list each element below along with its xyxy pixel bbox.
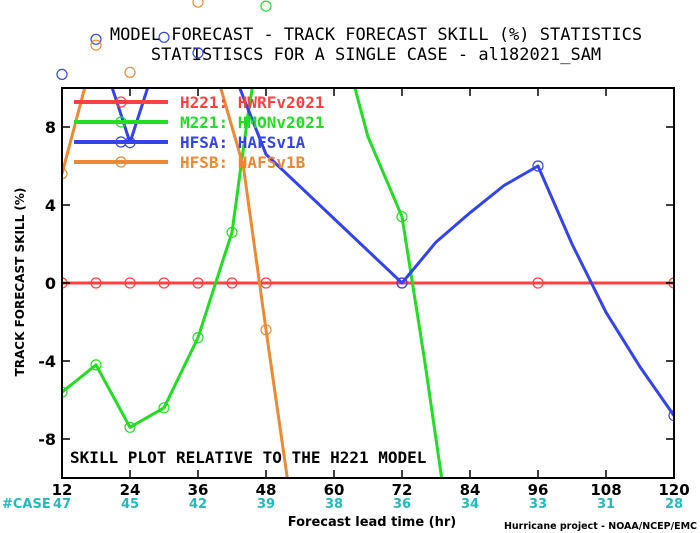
data-point-m221 — [260, 0, 272, 12]
data-point-hfsb — [62, 168, 68, 180]
data-point-h221 — [226, 277, 238, 289]
legend-marker — [115, 96, 127, 108]
x-tick-label: 24 — [120, 481, 141, 499]
x-tick-label: 84 — [460, 481, 481, 499]
case-count-value: 47 — [53, 497, 71, 512]
case-count-value: 39 — [257, 497, 275, 512]
credit-text: Hurricane project - NOAA/NCEP/EMC — [504, 521, 697, 532]
data-point-hfsb — [90, 39, 102, 51]
case-count-value: 34 — [461, 497, 479, 512]
data-point-hfsa — [56, 68, 68, 81]
data-point-hfsb — [260, 324, 272, 336]
data-point-m221 — [226, 226, 238, 238]
data-point-m221 — [158, 402, 170, 414]
series-line-hfsa — [110, 88, 674, 417]
skill-annotation: SKILL PLOT RELATIVE TO THE H221 MODEL — [70, 448, 426, 467]
plot-area — [62, 88, 674, 478]
y-tick-label: 0 — [45, 274, 56, 293]
data-point-hfsa — [158, 31, 170, 43]
y-tick-label: 4 — [45, 196, 56, 215]
case-count-value: 28 — [665, 497, 683, 512]
legend-marker — [115, 136, 127, 148]
data-point-m221 — [192, 332, 204, 344]
x-tick-label: 12 — [52, 481, 73, 499]
data-point-h221 — [158, 277, 170, 289]
data-point-hfsa — [396, 277, 408, 289]
chart-subtitle: STATISTISCS FOR A SINGLE CASE - al182021… — [151, 45, 601, 65]
legend-label: HFSB: HAFSv1B — [180, 153, 306, 172]
x-tick-label: 72 — [392, 481, 413, 499]
legend-marker — [115, 116, 127, 128]
data-point-hfsa — [532, 160, 544, 172]
data-point-hfsb — [192, 0, 204, 8]
legend-label: M221: HMONv2021 — [180, 113, 325, 132]
data-point-h221 — [192, 277, 204, 289]
data-point-hfsa — [90, 33, 102, 45]
y-tick-label: 8 — [45, 118, 56, 137]
case-count-value: 42 — [189, 497, 207, 512]
data-point-m221 — [90, 359, 102, 371]
legend-label: HFSA: HAFSv1A — [180, 133, 306, 152]
data-point-m221 — [62, 386, 68, 398]
case-count-value: 31 — [597, 497, 615, 512]
x-tick-label: 108 — [590, 481, 621, 499]
x-tick-label: 60 — [324, 481, 345, 499]
x-tick-label: 120 — [658, 481, 689, 499]
series-line-hfsb — [62, 88, 289, 478]
legend-label: H221: HWRFv2021 — [180, 93, 325, 112]
y-tick-label: -8 — [38, 430, 56, 449]
chart-title: MODEL FORECAST - TRACK FORECAST SKILL (%… — [110, 25, 642, 45]
series-line-m221 — [62, 88, 444, 478]
data-point-h221 — [90, 277, 102, 289]
y-tick-label: -4 — [38, 352, 56, 371]
data-point-h221 — [532, 277, 544, 289]
y-axis-label: TRACK FORECAST SKILL (%) — [13, 188, 27, 377]
x-tick-label: 96 — [528, 481, 549, 499]
case-count-value: 45 — [121, 497, 139, 512]
data-point-m221 — [124, 421, 136, 433]
x-tick-label: 36 — [188, 481, 209, 499]
legend-marker — [115, 156, 127, 168]
data-point-hfsa — [668, 410, 674, 422]
data-point-hfsb — [124, 66, 136, 79]
out-of-range-markers — [56, 0, 272, 81]
case-count-value: 38 — [325, 497, 343, 512]
case-count-value: 36 — [393, 497, 411, 512]
case-count-value: 33 — [529, 497, 547, 512]
data-point-hfsa — [192, 47, 204, 59]
x-axis-label: Forecast lead time (hr) — [288, 515, 456, 530]
x-tick-label: 48 — [256, 481, 277, 499]
case-count-label: #CASE — [2, 497, 51, 512]
data-point-m221 — [396, 211, 408, 223]
data-point-h221 — [124, 277, 136, 289]
